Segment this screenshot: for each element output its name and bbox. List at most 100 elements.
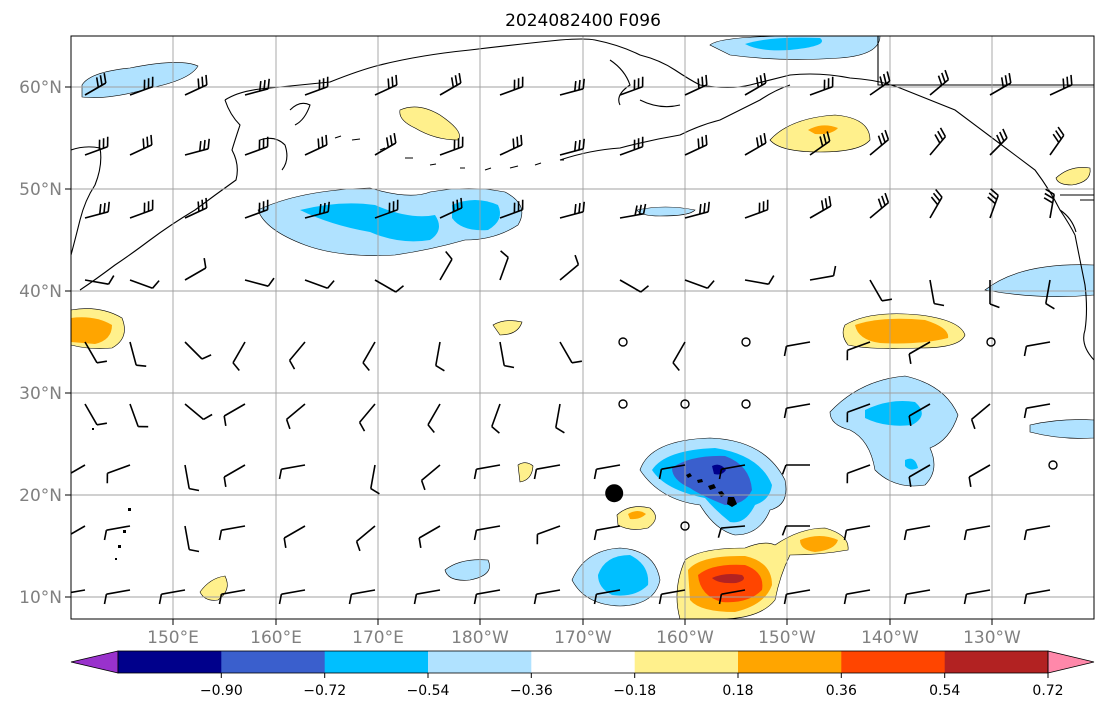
map-panel: 60°N 50°N 40°N 30°N 20°N 10°N 150°E 160°… bbox=[19, 35, 1095, 648]
calm-wind-marker bbox=[680, 399, 690, 409]
wind-barb bbox=[718, 589, 746, 605]
positive-anomaly-region bbox=[1055, 167, 1091, 186]
wind-barb bbox=[103, 525, 131, 541]
wind-barb bbox=[593, 589, 621, 605]
coastline bbox=[1059, 199, 1094, 233]
negative-anomaly-region bbox=[598, 555, 649, 596]
wind-barb bbox=[84, 403, 108, 426]
wind-barb bbox=[158, 589, 186, 605]
wind-barb bbox=[1023, 403, 1051, 419]
wind-barb bbox=[71, 464, 86, 475]
colorbar-segment bbox=[324, 651, 429, 673]
wind-barb bbox=[244, 78, 270, 96]
wind-barb bbox=[184, 257, 207, 281]
wind-barb bbox=[903, 525, 931, 541]
wind-barb bbox=[473, 464, 501, 480]
lat-label: 60°N bbox=[19, 78, 62, 98]
longitude-labels: 150°E 160°E 170°E 180°W 170°W 160°W 150°… bbox=[147, 628, 1021, 648]
wind-barb bbox=[555, 403, 565, 434]
wind-barb bbox=[473, 589, 501, 605]
wind-barb bbox=[619, 76, 644, 96]
negative-anomaly-region bbox=[712, 464, 726, 475]
wind-barb bbox=[304, 201, 330, 219]
lon-label: 140°W bbox=[861, 628, 919, 648]
wind-barb bbox=[783, 341, 811, 357]
coastline bbox=[559, 84, 791, 161]
positive-anomaly-region bbox=[628, 511, 646, 520]
wind-barb bbox=[783, 589, 811, 605]
axis-ticks bbox=[65, 86, 993, 625]
wind-barb bbox=[593, 525, 621, 541]
colorbar-segment bbox=[221, 651, 326, 673]
wind-barb bbox=[129, 279, 160, 289]
wind-barb bbox=[374, 199, 399, 219]
wind-barb bbox=[244, 136, 269, 156]
wind-barb bbox=[658, 464, 686, 480]
colorbar-tick-label: 0.36 bbox=[826, 683, 857, 699]
calm-wind-markers bbox=[618, 337, 1058, 531]
positive-anomaly-region bbox=[199, 575, 228, 601]
wind-barb bbox=[1023, 525, 1051, 541]
colorbar: −0.90 −0.72 −0.54 −0.36 −0.18 0.18 0.36 0.54 0.7… bbox=[70, 650, 1095, 699]
negative-anomaly-region bbox=[984, 264, 1094, 297]
wind-barb bbox=[1045, 279, 1055, 310]
colorbar-tick-label: 0.54 bbox=[929, 683, 960, 699]
wind-barb bbox=[129, 134, 153, 156]
calm-wind-marker bbox=[1048, 460, 1058, 470]
wind-barb bbox=[843, 525, 871, 541]
wind-barb bbox=[370, 464, 380, 495]
wind-barb bbox=[84, 275, 115, 285]
wind-barb bbox=[348, 589, 376, 605]
wind-barb bbox=[908, 464, 931, 488]
wind-barb bbox=[619, 279, 650, 293]
negative-anomaly-region bbox=[905, 458, 918, 470]
wind-barb bbox=[288, 341, 306, 370]
wind-barb bbox=[619, 136, 644, 156]
wind-barb bbox=[559, 341, 583, 364]
negative-anomaly-region bbox=[444, 559, 490, 581]
wind-barb bbox=[106, 464, 131, 484]
wind-barb bbox=[84, 136, 109, 156]
wind-barb bbox=[304, 134, 328, 156]
positive-anomaly-region bbox=[800, 536, 838, 552]
wind-barb bbox=[374, 279, 405, 293]
wind-barb bbox=[929, 188, 943, 219]
colorbar-extend-low bbox=[70, 650, 119, 674]
wind-barb bbox=[684, 201, 710, 219]
lon-label: 160°E bbox=[250, 628, 302, 648]
wind-barb bbox=[809, 265, 837, 281]
wind-barb bbox=[499, 341, 515, 369]
positive-anomaly-region bbox=[492, 320, 523, 336]
wind-barb bbox=[374, 132, 397, 156]
wind-barb bbox=[559, 78, 585, 96]
negative-anomaly-region bbox=[745, 37, 822, 51]
wind-barb bbox=[184, 403, 213, 421]
wind-barb bbox=[593, 464, 621, 480]
colorbar-segment bbox=[738, 651, 842, 673]
wind-barb bbox=[223, 403, 246, 427]
wind-barb bbox=[84, 72, 107, 96]
calm-wind-marker bbox=[741, 337, 751, 347]
colorbar-frame bbox=[117, 650, 1049, 674]
wind-barb bbox=[499, 76, 524, 96]
latitude-labels: 60°N 50°N 40°N 30°N 20°N 10°N bbox=[19, 78, 62, 608]
wind-barb bbox=[989, 280, 1000, 309]
wind-barb bbox=[744, 275, 775, 285]
colorbar-segment bbox=[531, 651, 636, 673]
lon-label: 180°W bbox=[451, 628, 509, 648]
colorbar-tick-label: −0.54 bbox=[407, 683, 450, 699]
wind-barb bbox=[362, 341, 376, 372]
negative-anomaly-region bbox=[81, 62, 199, 98]
wind-barb bbox=[499, 134, 523, 156]
lon-label: 170°E bbox=[352, 628, 404, 648]
lon-label: 160°W bbox=[656, 628, 714, 648]
wind-barb bbox=[285, 403, 306, 430]
lon-label: 170°W bbox=[554, 628, 612, 648]
colorbar-tick-label: −0.18 bbox=[613, 683, 656, 699]
wind-barb bbox=[71, 525, 86, 536]
wind-barb bbox=[184, 525, 200, 553]
colorbar-segment bbox=[428, 651, 532, 673]
wind-barb bbox=[184, 74, 208, 96]
wind-barb bbox=[619, 203, 647, 219]
